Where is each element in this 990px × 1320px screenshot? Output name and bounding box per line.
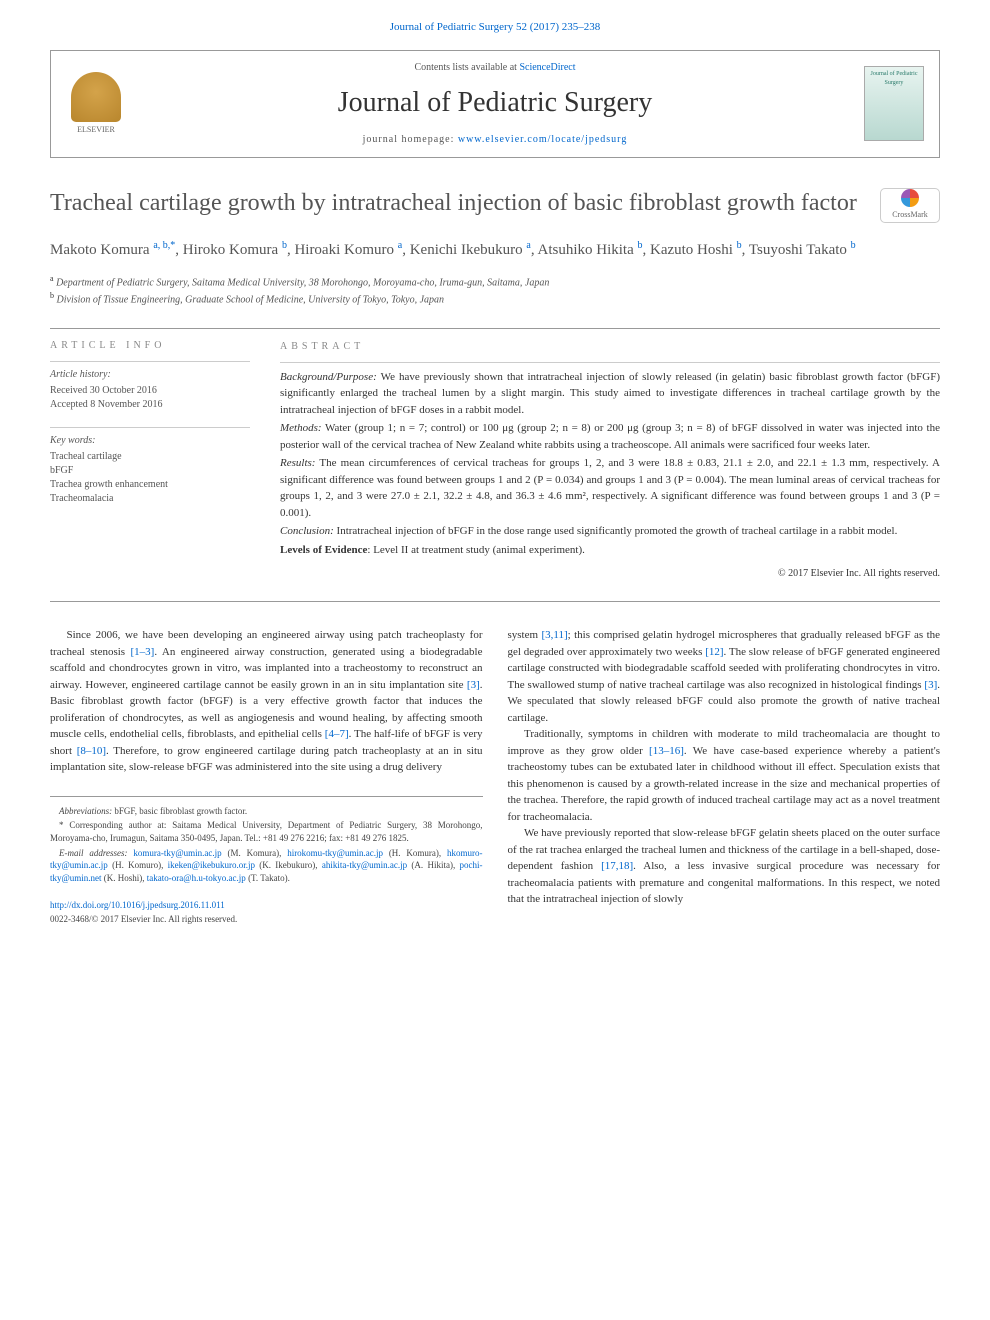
doi-link[interactable]: http://dx.doi.org/10.1016/j.jpedsurg.201… [50, 900, 225, 910]
abstract-heading: ABSTRACT [280, 339, 940, 354]
keyword-item: Tracheomalacia [50, 492, 250, 506]
keyword-item: Trachea growth enhancement [50, 478, 250, 492]
elsevier-label: ELSEVIER [77, 124, 115, 135]
title-row: Tracheal cartilage growth by intratrache… [50, 188, 940, 223]
journal-reference: Journal of Pediatric Surgery 52 (2017) 2… [50, 20, 940, 35]
footnotes-block: Abbreviations: bFGF, basic fibroblast gr… [50, 796, 483, 885]
email-link[interactable]: pochi-tky@umin.net [50, 860, 483, 883]
doi-block: http://dx.doi.org/10.1016/j.jpedsurg.201… [50, 899, 483, 926]
citation-link[interactable]: [3,11] [541, 629, 567, 641]
crossmark-icon [901, 189, 919, 207]
abstract-conclusion: Conclusion: Intratracheal injection of b… [280, 523, 940, 540]
abstract-background: Background/Purpose: We have previously s… [280, 369, 940, 419]
issn-copyright: 0022-3468/© 2017 Elsevier Inc. All right… [50, 914, 237, 924]
body-paragraph: Since 2006, we have been developing an e… [50, 627, 483, 776]
email-link[interactable]: hirokomu-tky@umin.ac.jp [287, 848, 383, 858]
abstract-results: Results: The mean circumferences of cerv… [280, 455, 940, 521]
abstract-copyright: © 2017 Elsevier Inc. All rights reserved… [280, 566, 940, 581]
citation-link[interactable]: [13–16] [649, 745, 684, 757]
received-date: Received 30 October 2016 [50, 384, 250, 398]
citation-link[interactable]: [8–10] [77, 745, 106, 757]
affiliation-a: a Department of Pediatric Surgery, Saita… [50, 273, 940, 290]
section-divider [50, 601, 940, 602]
citation-link[interactable]: [3] [467, 679, 480, 691]
affiliation-b: b Division of Tissue Engineering, Gradua… [50, 290, 940, 307]
citation-link[interactable]: [17,18] [601, 860, 633, 872]
sciencedirect-link[interactable]: ScienceDirect [519, 62, 575, 73]
body-column-left: Since 2006, we have been developing an e… [50, 627, 483, 926]
elsevier-tree-icon [71, 72, 121, 122]
journal-name: Journal of Pediatric Surgery [126, 83, 864, 122]
abbreviations-footnote: Abbreviations: bFGF, basic fibroblast gr… [50, 805, 483, 818]
journal-ref-link[interactable]: Journal of Pediatric Surgery 52 (2017) 2… [390, 21, 601, 33]
email-link[interactable]: ikeken@ikebukuro.or.jp [168, 860, 255, 870]
contents-prefix: Contents lists available at [414, 62, 519, 73]
email-link[interactable]: komura-tky@umin.ac.jp [133, 848, 221, 858]
section-divider [50, 328, 940, 329]
article-title: Tracheal cartilage growth by intratrache… [50, 188, 880, 219]
author-list: Makoto Komura a, b,*, Hiroko Komura b, H… [50, 238, 940, 262]
abstract-body: Background/Purpose: We have previously s… [280, 362, 940, 582]
homepage-link[interactable]: www.elsevier.com/locate/jpedsurg [458, 134, 627, 145]
article-history-block: Article history: Received 30 October 201… [50, 361, 250, 412]
homepage-prefix: journal homepage: [363, 134, 458, 145]
crossmark-badge[interactable]: CrossMark [880, 188, 940, 223]
body-paragraph: Traditionally, symptoms in children with… [508, 726, 941, 825]
article-info-heading: ARTICLE INFO [50, 339, 250, 353]
abstract-evidence: Levels of Evidence: Level II at treatmen… [280, 542, 940, 559]
info-abstract-row: ARTICLE INFO Article history: Received 3… [50, 339, 940, 582]
keywords-label: Key words: [50, 434, 250, 448]
citation-link[interactable]: [4–7] [325, 728, 349, 740]
article-info-sidebar: ARTICLE INFO Article history: Received 3… [50, 339, 250, 582]
header-center: Contents lists available at ScienceDirec… [126, 61, 864, 146]
abstract-methods: Methods: Water (group 1; n = 7; control)… [280, 420, 940, 453]
contents-available-line: Contents lists available at ScienceDirec… [126, 61, 864, 75]
keyword-item: Tracheal cartilage [50, 450, 250, 464]
history-label: Article history: [50, 368, 250, 382]
abstract-block: ABSTRACT Background/Purpose: We have pre… [280, 339, 940, 582]
body-paragraph: We have previously reported that slow-re… [508, 825, 941, 908]
journal-header: ELSEVIER Contents lists available at Sci… [50, 50, 940, 157]
citation-link[interactable]: [12] [705, 646, 723, 658]
affiliations: a Department of Pediatric Surgery, Saita… [50, 273, 940, 308]
keywords-block: Key words: Tracheal cartilage bFGF Trach… [50, 427, 250, 506]
journal-homepage-line: journal homepage: www.elsevier.com/locat… [126, 133, 864, 147]
accepted-date: Accepted 8 November 2016 [50, 398, 250, 412]
body-text-columns: Since 2006, we have been developing an e… [50, 627, 940, 926]
email-addresses-footnote: E-mail addresses: komura-tky@umin.ac.jp … [50, 847, 483, 885]
journal-cover-thumbnail[interactable]: Journal of Pediatric Surgery [864, 66, 924, 141]
email-link[interactable]: ahikita-tky@umin.ac.jp [322, 860, 407, 870]
corresponding-author-footnote: * Corresponding author at: Saitama Medic… [50, 819, 483, 844]
citation-link[interactable]: [1–3] [131, 646, 155, 658]
body-paragraph: system [3,11]; this comprised gelatin hy… [508, 627, 941, 726]
citation-link[interactable]: [3] [924, 679, 937, 691]
email-link[interactable]: takato-ora@h.u-tokyo.ac.jp [147, 873, 246, 883]
keyword-item: bFGF [50, 464, 250, 478]
body-column-right: system [3,11]; this comprised gelatin hy… [508, 627, 941, 926]
crossmark-label: CrossMark [892, 209, 928, 220]
elsevier-logo[interactable]: ELSEVIER [66, 69, 126, 139]
